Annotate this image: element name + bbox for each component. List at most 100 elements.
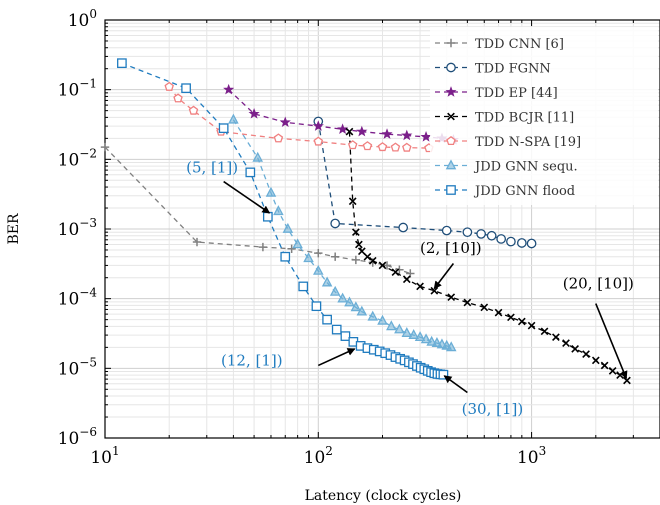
- data-point: [447, 293, 456, 302]
- data-point: [312, 120, 324, 131]
- x-tick-label: 103: [517, 444, 546, 468]
- data-point: [414, 331, 426, 342]
- y-tick-label: 10−2: [58, 146, 97, 170]
- data-point: [486, 230, 497, 241]
- legend-label: TDD N-SPA [19]: [475, 135, 581, 150]
- data-point: [314, 248, 323, 258]
- series-line: [232, 119, 452, 348]
- data-series: [100, 58, 631, 385]
- data-point: [526, 238, 537, 249]
- y-tick-label: 10−3: [58, 216, 97, 240]
- data-point: [298, 281, 309, 292]
- y-tick-label: 10−6: [58, 425, 97, 449]
- data-point: [218, 123, 229, 134]
- data-point: [401, 129, 413, 141]
- data-point: [245, 167, 256, 178]
- data-point: [329, 285, 341, 296]
- data-point: [552, 333, 560, 342]
- data-point: [363, 252, 372, 261]
- data-point: [351, 228, 360, 237]
- series-7: [117, 58, 449, 380]
- data-point: [340, 331, 351, 341]
- legend-marker: [447, 112, 455, 121]
- data-point: [582, 350, 590, 358]
- data-point: [507, 313, 515, 322]
- data-point: [377, 142, 388, 152]
- data-point: [351, 255, 361, 265]
- legend-label: TDD EP [44]: [475, 86, 558, 101]
- data-point: [416, 282, 424, 291]
- data-point: [262, 211, 273, 222]
- data-point: [223, 83, 235, 95]
- data-point: [355, 240, 363, 249]
- data-point: [311, 301, 322, 312]
- data-point: [408, 329, 419, 339]
- data-point: [347, 140, 358, 150]
- y-tick-label: 10−5: [58, 355, 97, 379]
- annotation-arrow: [595, 303, 628, 380]
- legend-marker: [446, 62, 456, 73]
- y-tick-label: 100: [68, 7, 97, 31]
- data-point: [279, 116, 291, 128]
- data-point: [321, 276, 333, 287]
- series-3: [223, 83, 459, 145]
- data-point: [420, 333, 432, 344]
- legend-marker: [446, 185, 456, 195]
- data-point: [496, 234, 507, 244]
- data-point: [345, 127, 354, 136]
- data-point: [181, 83, 191, 94]
- legend-marker: [445, 159, 457, 170]
- data-point: [420, 131, 432, 142]
- data-point: [394, 323, 405, 334]
- data-point: [441, 225, 452, 236]
- data-point: [402, 275, 411, 284]
- data-point: [356, 305, 368, 316]
- data-point: [362, 141, 373, 151]
- data-point: [395, 265, 404, 274]
- data-point: [494, 308, 503, 317]
- legend-label: JDD GNN flood: [473, 184, 575, 199]
- data-point: [265, 186, 277, 197]
- data-point: [480, 303, 489, 312]
- data-point: [252, 151, 263, 162]
- data-point: [337, 123, 349, 135]
- data-point: [398, 222, 409, 233]
- legend-label: TDD FGNN: [475, 62, 551, 77]
- data-point: [368, 256, 377, 265]
- data-point: [623, 376, 631, 385]
- data-point: [330, 252, 340, 261]
- data-point: [391, 268, 400, 277]
- legend-entry-5: TDD N-SPA [19]: [435, 135, 581, 150]
- data-point: [476, 229, 486, 239]
- data-point: [527, 321, 536, 330]
- annotation-label: (20, [10]): [563, 274, 634, 292]
- data-point: [350, 301, 362, 312]
- data-point: [117, 58, 127, 69]
- legend-entry-2: TDD FGNN: [435, 62, 551, 77]
- data-point: [608, 366, 617, 375]
- data-point: [322, 314, 332, 325]
- data-point: [331, 324, 342, 335]
- data-point: [273, 205, 284, 216]
- legend-entry-7: JDD GNN flood: [435, 184, 575, 199]
- x-tick-label: 101: [90, 444, 119, 468]
- data-point: [386, 320, 397, 331]
- data-point: [390, 142, 401, 152]
- data-point: [562, 339, 570, 347]
- y-tick-label: 10−4: [58, 286, 98, 310]
- legend-entry-3: TDD EP [44]: [435, 86, 558, 101]
- data-point: [377, 314, 388, 325]
- data-point: [600, 361, 609, 370]
- data-point: [357, 247, 366, 256]
- annotations: (5, [1]) (12, [1]) (30, [1]) (2, [10]) (20, …: [186, 158, 634, 418]
- legend-entry-6: JDD GNN sequ.: [435, 159, 578, 175]
- series-line: [317, 121, 532, 245]
- data-point: [381, 128, 393, 139]
- data-point: [517, 317, 526, 326]
- legend-marker: [446, 135, 456, 146]
- data-point: [228, 113, 239, 124]
- data-point: [248, 107, 260, 119]
- legend-label: JDD GNN sequ.: [473, 160, 578, 175]
- data-point: [402, 142, 412, 152]
